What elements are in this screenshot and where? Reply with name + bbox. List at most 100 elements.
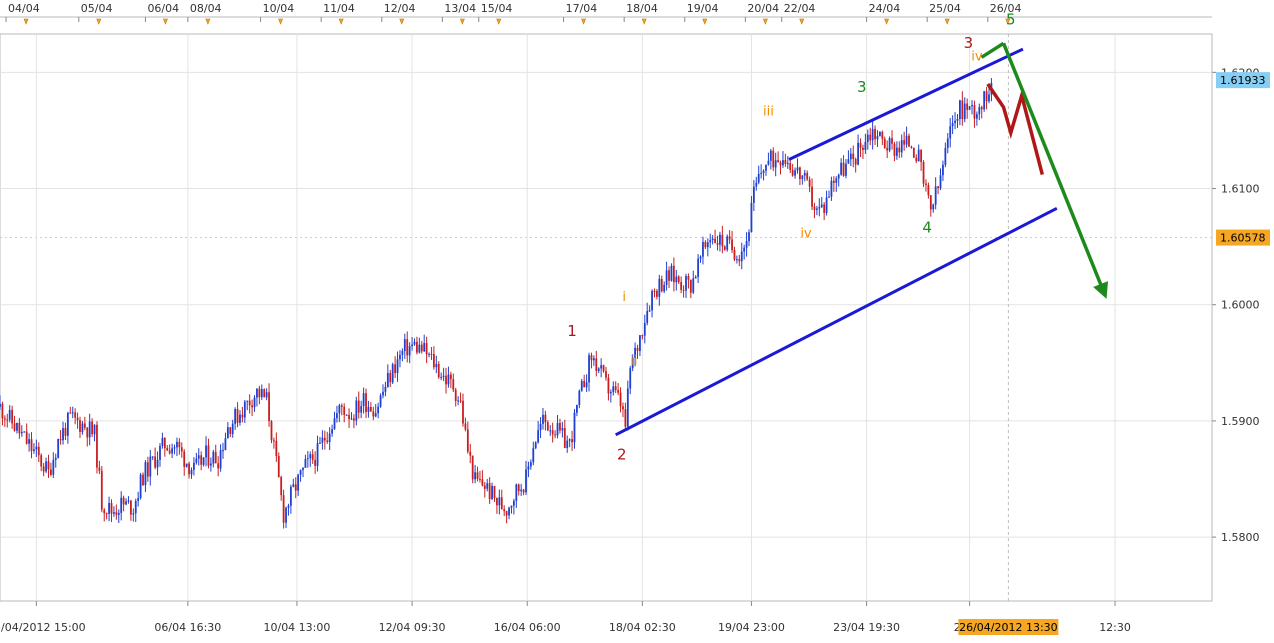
- candle-body: [985, 91, 988, 102]
- candle-body: [808, 179, 811, 187]
- candle-body: [355, 400, 358, 421]
- candle-body: [457, 400, 460, 402]
- candle-body: [845, 163, 847, 176]
- event-marker-icon: [1005, 18, 1011, 25]
- candle-body: [33, 449, 35, 451]
- candle-body: [685, 276, 687, 291]
- candle-body: [665, 270, 668, 285]
- candle-body: [428, 353, 430, 355]
- candle-body: [898, 147, 901, 153]
- event-marker-icon: [459, 18, 465, 25]
- candle-body: [852, 153, 855, 160]
- y-tick-label: 1.6000: [1221, 299, 1260, 312]
- candle-body: [399, 354, 401, 360]
- candle-body: [830, 180, 833, 197]
- candle-body: [932, 204, 935, 210]
- wave-label: 3: [857, 78, 867, 96]
- candle-body: [815, 208, 818, 210]
- candle-body: [449, 374, 452, 380]
- candle-body: [735, 259, 738, 261]
- candle-body: [47, 461, 50, 470]
- candle-body: [520, 489, 523, 492]
- candle-body: [605, 371, 607, 378]
- candle-body: [54, 457, 57, 460]
- candle-body: [76, 417, 79, 421]
- candle-body: [149, 456, 152, 477]
- event-marker-icon: [496, 18, 502, 25]
- x-tick-label: 03/04/2012 15:00: [0, 621, 86, 634]
- candle-body: [588, 355, 590, 383]
- candle-body: [277, 455, 280, 477]
- candle-body: [159, 446, 161, 460]
- y-tick-label: 1.5900: [1221, 415, 1260, 428]
- candle-body: [146, 462, 149, 477]
- candle-body: [561, 428, 564, 431]
- candle-body: [505, 511, 508, 516]
- candle-body: [769, 150, 772, 161]
- x-tick-label: 18/04 02:30: [609, 621, 676, 634]
- candle-body: [656, 290, 658, 297]
- candle-body: [340, 405, 343, 407]
- candle-body: [319, 442, 321, 444]
- x-tick-label: 23/04 19:30: [833, 621, 900, 634]
- candle-body: [784, 160, 787, 164]
- candle-body: [765, 164, 767, 171]
- candle-body: [1, 403, 4, 419]
- candle-body: [209, 463, 212, 466]
- candle-body: [396, 359, 399, 374]
- candle-body: [265, 392, 268, 398]
- candle-body: [28, 439, 30, 444]
- candle-body: [706, 242, 709, 248]
- candle-body: [694, 276, 697, 279]
- candle-body: [117, 512, 120, 515]
- candle-body: [110, 503, 113, 514]
- candle-body: [556, 422, 559, 436]
- candle-body: [304, 459, 307, 468]
- candle-body: [634, 347, 636, 358]
- candle-body: [6, 419, 9, 421]
- candle-body: [416, 341, 418, 353]
- candle-body: [226, 427, 229, 439]
- x-tick-label: 10/04 13:00: [263, 621, 330, 634]
- price-bars: [0, 78, 993, 529]
- candle-body: [929, 195, 932, 210]
- candle-body: [609, 392, 612, 394]
- candle-body: [96, 424, 98, 468]
- candle-body: [253, 397, 256, 408]
- candle-body: [937, 186, 939, 189]
- candle-body: [607, 377, 610, 394]
- candle-body: [59, 439, 62, 441]
- candle-body: [825, 197, 828, 213]
- candle-body: [857, 142, 859, 165]
- candle-body: [452, 379, 455, 390]
- candle-body: [229, 427, 232, 434]
- candle-body: [714, 238, 716, 244]
- candle-body: [350, 418, 353, 420]
- candle-body: [382, 391, 384, 396]
- candle-body: [357, 400, 360, 413]
- candle-body: [801, 175, 804, 180]
- candle-body: [794, 170, 796, 176]
- candle-body: [394, 364, 397, 374]
- candle-body: [384, 386, 387, 392]
- forecast-arrow-shaft: [1001, 42, 1105, 291]
- event-marker-icon: [205, 18, 211, 25]
- y-tick-label: 1.5800: [1221, 531, 1260, 544]
- candle-body: [837, 174, 840, 179]
- candle-body: [413, 341, 416, 345]
- candle-body: [946, 138, 949, 148]
- wave-label: 5: [1006, 11, 1016, 29]
- candle-body: [197, 455, 200, 459]
- candle-body: [641, 335, 644, 337]
- candle-body: [120, 497, 123, 513]
- candle-body: [968, 106, 971, 110]
- candle-body: [849, 153, 852, 160]
- candle-body: [527, 466, 530, 470]
- candle-body: [185, 463, 188, 467]
- candle-body: [876, 136, 879, 140]
- cursor-date-label: 26/04/2012 13:30: [959, 621, 1058, 634]
- candle-body: [500, 497, 503, 510]
